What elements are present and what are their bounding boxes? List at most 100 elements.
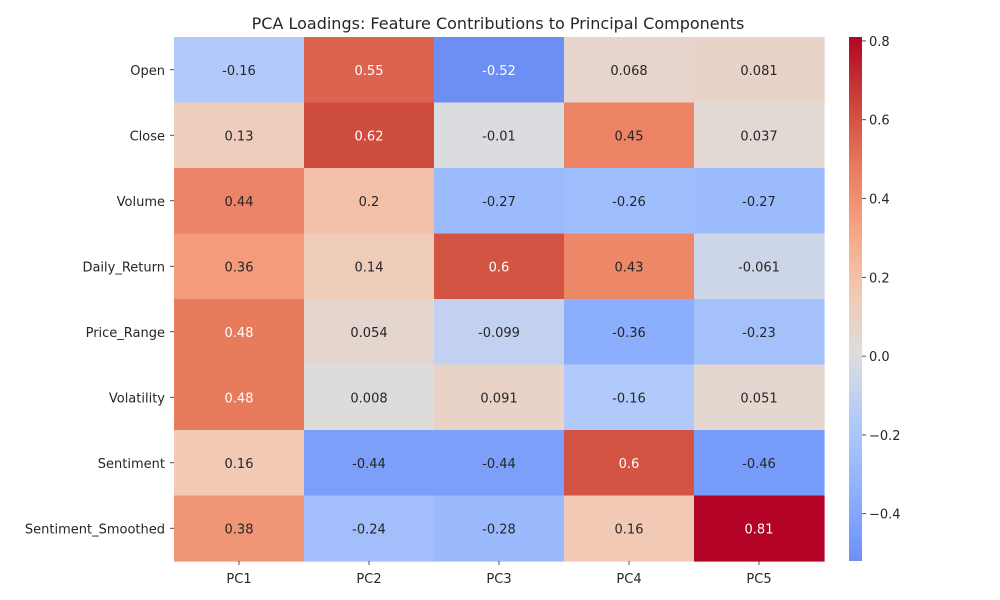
heatmap-cell — [434, 495, 565, 562]
column-tick-label: PC4 — [616, 572, 641, 587]
row-tick-label: Volatility — [109, 391, 165, 406]
colorbar-gradient — [849, 37, 862, 561]
cell-value-label: 0.037 — [740, 129, 777, 144]
cell-value-label: 0.6 — [489, 260, 510, 275]
heatmap-cell — [304, 233, 435, 300]
cell-value-label: -0.01 — [482, 129, 516, 144]
cell-value-label: 0.13 — [225, 129, 254, 144]
colorbar-tick-label: 0.8 — [869, 35, 890, 50]
heatmap-cell — [434, 299, 565, 366]
heatmap-cell — [304, 102, 435, 169]
cell-value-label: 0.051 — [740, 391, 777, 406]
heatmap-cell — [174, 102, 305, 169]
heatmap-cells: -0.16 0.55 -0.52 0.068 0.081 0.13 0.62 -0.01 0.4… — [174, 37, 825, 562]
heatmap-cell — [304, 364, 435, 431]
cell-value-label: -0.099 — [478, 326, 520, 341]
cell-value-label: 0.6 — [619, 457, 640, 472]
cell-value-label: 0.091 — [480, 391, 517, 406]
heatmap-cell — [434, 168, 565, 235]
column-tick-labels: PC1 PC2 PC3 PC4 PC5 — [226, 561, 772, 587]
cell-value-label: -0.24 — [352, 522, 386, 537]
cell-value-label: 0.55 — [355, 64, 384, 79]
heatmap-cell — [434, 430, 565, 497]
cell-value-label: -0.16 — [222, 64, 256, 79]
row-tick-label: Daily_Return — [82, 260, 165, 275]
heatmap-cell — [304, 299, 435, 366]
cell-value-label: 0.48 — [225, 391, 254, 406]
heatmap-cell — [434, 233, 565, 300]
heatmap-cell — [174, 299, 305, 366]
cell-value-label: 0.068 — [610, 64, 647, 79]
colorbar-tick-label: −0.4 — [869, 508, 901, 523]
heatmap-cell — [564, 430, 695, 497]
heatmap-cell — [174, 233, 305, 300]
heatmap-cell — [694, 364, 825, 431]
heatmap-cell — [694, 37, 825, 104]
heatmap-cell — [174, 168, 305, 235]
heatmap-cell — [304, 168, 435, 235]
row-tick-label: Sentiment_Smoothed — [25, 522, 165, 537]
cell-value-label: -0.36 — [612, 326, 646, 341]
colorbar-tick-label: 0.4 — [869, 193, 890, 208]
cell-value-label: -0.061 — [738, 260, 780, 275]
cell-value-label: -0.27 — [742, 195, 776, 210]
column-tick-label: PC2 — [356, 572, 381, 587]
cell-value-label: -0.28 — [482, 522, 516, 537]
cell-value-label: 0.081 — [740, 64, 777, 79]
heatmap-cell — [694, 495, 825, 562]
colorbar: −0.4 −0.2 0.0 0.2 0.4 0.6 0.8 — [849, 35, 901, 561]
cell-value-label: 0.054 — [350, 326, 387, 341]
cell-value-label: 0.36 — [225, 260, 254, 275]
heatmap-cell — [564, 168, 695, 235]
heatmap-cell — [564, 495, 695, 562]
row-tick-label: Volume — [117, 195, 165, 210]
cell-value-label: -0.46 — [742, 457, 776, 472]
heatmap-cell — [564, 102, 695, 169]
heatmap-cell — [694, 430, 825, 497]
cell-value-label: -0.16 — [612, 391, 646, 406]
chart-title: PCA Loadings: Feature Contributions to P… — [252, 14, 745, 33]
colorbar-tick-label: 0.6 — [869, 114, 890, 129]
cell-value-label: -0.27 — [482, 195, 516, 210]
heatmap-cell — [304, 430, 435, 497]
row-tick-label: Sentiment — [98, 457, 165, 472]
colorbar-tick-label: 0.2 — [869, 271, 890, 286]
cell-value-label: -0.23 — [742, 326, 776, 341]
row-tick-label: Open — [130, 64, 165, 79]
cell-value-label: 0.43 — [615, 260, 644, 275]
heatmap-cell — [434, 102, 565, 169]
column-tick-label: PC1 — [226, 572, 251, 587]
cell-value-label: 0.44 — [225, 195, 254, 210]
row-tick-label: Price_Range — [86, 326, 165, 341]
cell-value-label: -0.52 — [482, 64, 516, 79]
cell-value-label: 0.2 — [359, 195, 380, 210]
heatmap-cell — [174, 364, 305, 431]
heatmap-cell — [564, 233, 695, 300]
heatmap-cell — [304, 495, 435, 562]
cell-value-label: -0.26 — [612, 195, 646, 210]
heatmap-cell — [564, 299, 695, 366]
heatmap-cell — [434, 37, 565, 104]
row-tick-labels: Open Close Volume Daily_Return Price_Range Vo… — [25, 64, 174, 537]
heatmap-cell — [694, 102, 825, 169]
heatmap-cell — [174, 37, 305, 104]
heatmap-cell — [694, 168, 825, 235]
cell-value-label: 0.48 — [225, 326, 254, 341]
colorbar-tick-label: 0.0 — [869, 350, 890, 365]
column-tick-label: PC3 — [486, 572, 511, 587]
cell-value-label: -0.44 — [482, 457, 516, 472]
cell-value-label: -0.44 — [352, 457, 386, 472]
heatmap-cell — [174, 430, 305, 497]
cell-value-label: 0.008 — [350, 391, 387, 406]
heatmap-cell — [304, 37, 435, 104]
heatmap-cell — [694, 299, 825, 366]
cell-value-label: 0.81 — [745, 522, 774, 537]
heatmap-cell — [694, 233, 825, 300]
cell-value-label: 0.62 — [355, 129, 384, 144]
cell-value-label: 0.38 — [225, 522, 254, 537]
heatmap-cell — [564, 37, 695, 104]
column-tick-label: PC5 — [746, 572, 771, 587]
cell-value-label: 0.14 — [355, 260, 384, 275]
heatmap-cell — [174, 495, 305, 562]
